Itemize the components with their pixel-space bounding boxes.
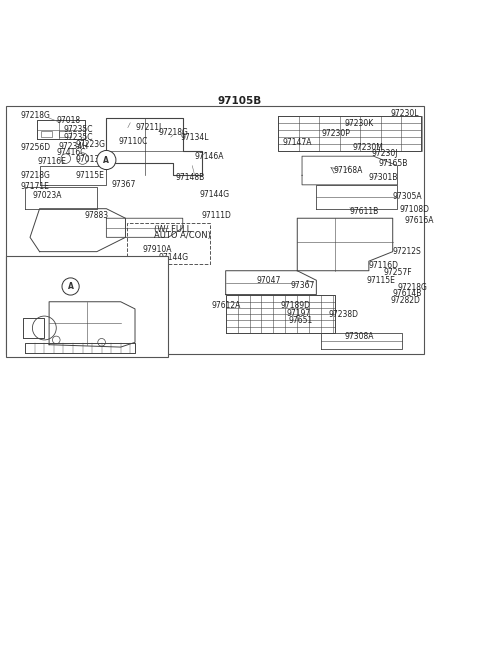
Text: 97189D: 97189D [281,301,311,310]
Text: 97616A: 97616A [405,216,434,225]
Text: 1018AD: 1018AD [20,313,50,322]
Text: 97144G: 97144G [159,253,189,262]
Text: 97692C: 97692C [42,340,72,349]
Text: 97018: 97018 [56,116,80,125]
Text: 97235C: 97235C [63,125,93,134]
Bar [6,256,168,357]
Text: 97047: 97047 [257,276,281,285]
Text: 97013: 97013 [75,155,100,164]
Circle shape [62,278,79,295]
Text: (W/ FULL: (W/ FULL [154,225,192,234]
Bar [127,223,210,264]
Text: 97301B: 97301B [369,173,398,182]
Text: 97238D: 97238D [328,310,358,319]
Text: 97218G: 97218G [21,111,50,120]
Text: 97115E: 97115E [75,171,104,180]
Text: 97230L: 97230L [390,109,419,117]
Text: 97308A: 97308A [345,332,374,341]
Text: 97416C: 97416C [56,148,86,157]
Text: 97144G: 97144G [199,190,229,199]
Text: 97146A: 97146A [195,152,224,161]
Text: 97883: 97883 [85,211,109,220]
Text: 97218G: 97218G [21,171,50,180]
Text: 97110C: 97110C [118,137,148,146]
Text: 97108D: 97108D [400,205,430,214]
Text: 1129EJ: 1129EJ [90,328,116,337]
Text: 97230P: 97230P [321,129,350,138]
Text: A: A [104,155,109,165]
Text: 97256D: 97256D [21,143,50,152]
Text: 97230J: 97230J [371,150,398,158]
Text: 97116D: 97116D [369,262,399,270]
Text: 97367: 97367 [111,180,135,190]
Text: 97230M: 97230M [352,143,383,152]
Text: 97614B: 97614B [393,289,422,298]
Text: A: A [68,282,73,291]
Text: 97165B: 97165B [378,159,408,168]
Text: 97116E: 97116E [37,157,66,167]
Text: 97234H: 97234H [59,142,89,151]
Bar [6,106,424,354]
Text: 97115E: 97115E [366,276,396,285]
Text: 97235C: 97235C [63,133,93,142]
Circle shape [97,150,116,169]
Text: 97367: 97367 [290,281,314,289]
Text: 97910A: 97910A [142,245,172,254]
Text: 97148B: 97148B [176,173,205,182]
Text: 97168A: 97168A [333,166,362,175]
Text: 97105B: 97105B [218,96,262,106]
Text: 97282C: 97282C [37,274,66,282]
Text: 1327AC: 1327AC [129,306,159,315]
Text: 97218G: 97218G [397,283,427,292]
Text: 97230K: 97230K [345,119,374,129]
Text: 97223G: 97223G [75,140,105,149]
Text: 97211J: 97211J [135,123,161,132]
Text: 97282D: 97282D [390,296,420,305]
Text: 97171E: 97171E [21,182,49,191]
Text: 97134L: 97134L [180,133,209,142]
Text: 97197: 97197 [287,309,311,318]
Text: 97612A: 97612A [211,300,241,310]
Text: 97611B: 97611B [350,207,379,216]
Text: 97651: 97651 [288,316,312,325]
Text: AUTO A/CON): AUTO A/CON) [154,232,211,240]
Text: 97147A: 97147A [283,138,312,148]
Bar [40,131,52,137]
Text: 97257F: 97257F [383,268,412,277]
Text: 97212S: 97212S [393,247,421,256]
Text: 97023A: 97023A [33,191,62,200]
Text: 97111D: 97111D [202,211,232,220]
Text: 97305A: 97305A [393,192,422,201]
Text: 97218G: 97218G [159,128,189,137]
Bar [59,131,71,137]
